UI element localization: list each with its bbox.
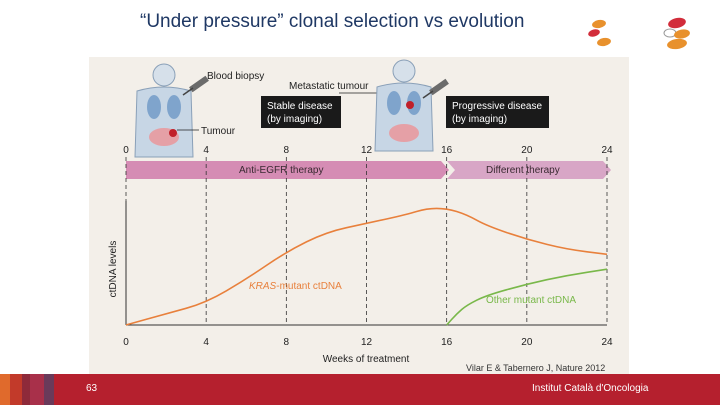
tumour-dot-right xyxy=(406,101,414,109)
x-tick-label: 24 xyxy=(601,337,613,348)
stable-disease-text-2: (by imaging) xyxy=(267,114,322,125)
x-tick-label: 16 xyxy=(441,337,453,348)
series-layer xyxy=(125,207,608,326)
ico-logo xyxy=(663,17,690,50)
progressive-disease-text-1: Progressive disease xyxy=(452,101,542,112)
ico-logo-small xyxy=(588,19,611,47)
page-number: 63 xyxy=(86,383,98,394)
kras-series-label: KRAS-mutant ctDNA xyxy=(249,281,342,292)
other-mutant-series-line xyxy=(446,268,608,326)
different-therapy-label: Different therapy xyxy=(486,165,560,176)
other-mutant-series-label: Other mutant ctDNA xyxy=(486,295,576,306)
x-tick-label: 4 xyxy=(203,337,209,348)
y-axis-label: ctDNA levels xyxy=(108,241,119,298)
footer-stripes xyxy=(0,374,70,405)
top-axis-ticks: 0 4 8 12 16 20 24 xyxy=(123,145,613,156)
patient-right-illustration xyxy=(374,59,434,152)
figure-panel: Blood biopsy Tumour Metastatic tumour St… xyxy=(89,57,629,377)
anti-egfr-label: Anti-EGFR therapy xyxy=(239,165,323,176)
x-axis-label: Weeks of treatment xyxy=(323,354,410,365)
kras-series-line xyxy=(125,207,608,326)
x-tick-label: 8 xyxy=(284,337,290,348)
metastatic-tumour-label: Metastatic tumour xyxy=(289,81,369,92)
different-therapy-arrow xyxy=(447,161,611,179)
stable-disease-text-1: Stable disease xyxy=(267,101,333,112)
slide-title: “Under pressure” clonal selection vs evo… xyxy=(140,11,525,32)
top-tick-label: 20 xyxy=(521,145,533,156)
progressive-disease-text-2: (by imaging) xyxy=(452,114,507,125)
top-tick-label: 4 xyxy=(203,145,209,156)
blood-biopsy-label: Blood biopsy xyxy=(207,71,264,82)
figure-svg: Blood biopsy Tumour Metastatic tumour St… xyxy=(108,59,613,365)
bottom-axis-ticks: 0 4 8 12 16 20 24 xyxy=(123,337,613,348)
tumour-label: Tumour xyxy=(201,126,236,137)
progressive-disease-box xyxy=(446,96,549,128)
top-tick-label: 24 xyxy=(601,145,613,156)
x-tick-label: 0 xyxy=(123,337,129,348)
institute-name: Institut Català d'Oncologia xyxy=(532,383,649,394)
citation: Vilar E & Tabernero J, Nature 2012 xyxy=(466,363,606,373)
tumour-dot-left xyxy=(169,129,177,137)
footer-bar xyxy=(0,374,720,405)
syringe-icon xyxy=(182,75,209,96)
top-tick-label: 0 xyxy=(123,145,129,156)
top-tick-label: 16 xyxy=(441,145,453,156)
stable-disease-box xyxy=(261,96,341,128)
top-tick-label: 8 xyxy=(284,145,290,156)
top-tick-label: 12 xyxy=(361,145,373,156)
x-tick-label: 12 xyxy=(361,337,373,348)
syringe-icon-right xyxy=(422,78,449,99)
anti-egfr-arrow xyxy=(126,161,449,179)
patient-left-illustration xyxy=(134,63,194,158)
x-tick-label: 20 xyxy=(521,337,533,348)
